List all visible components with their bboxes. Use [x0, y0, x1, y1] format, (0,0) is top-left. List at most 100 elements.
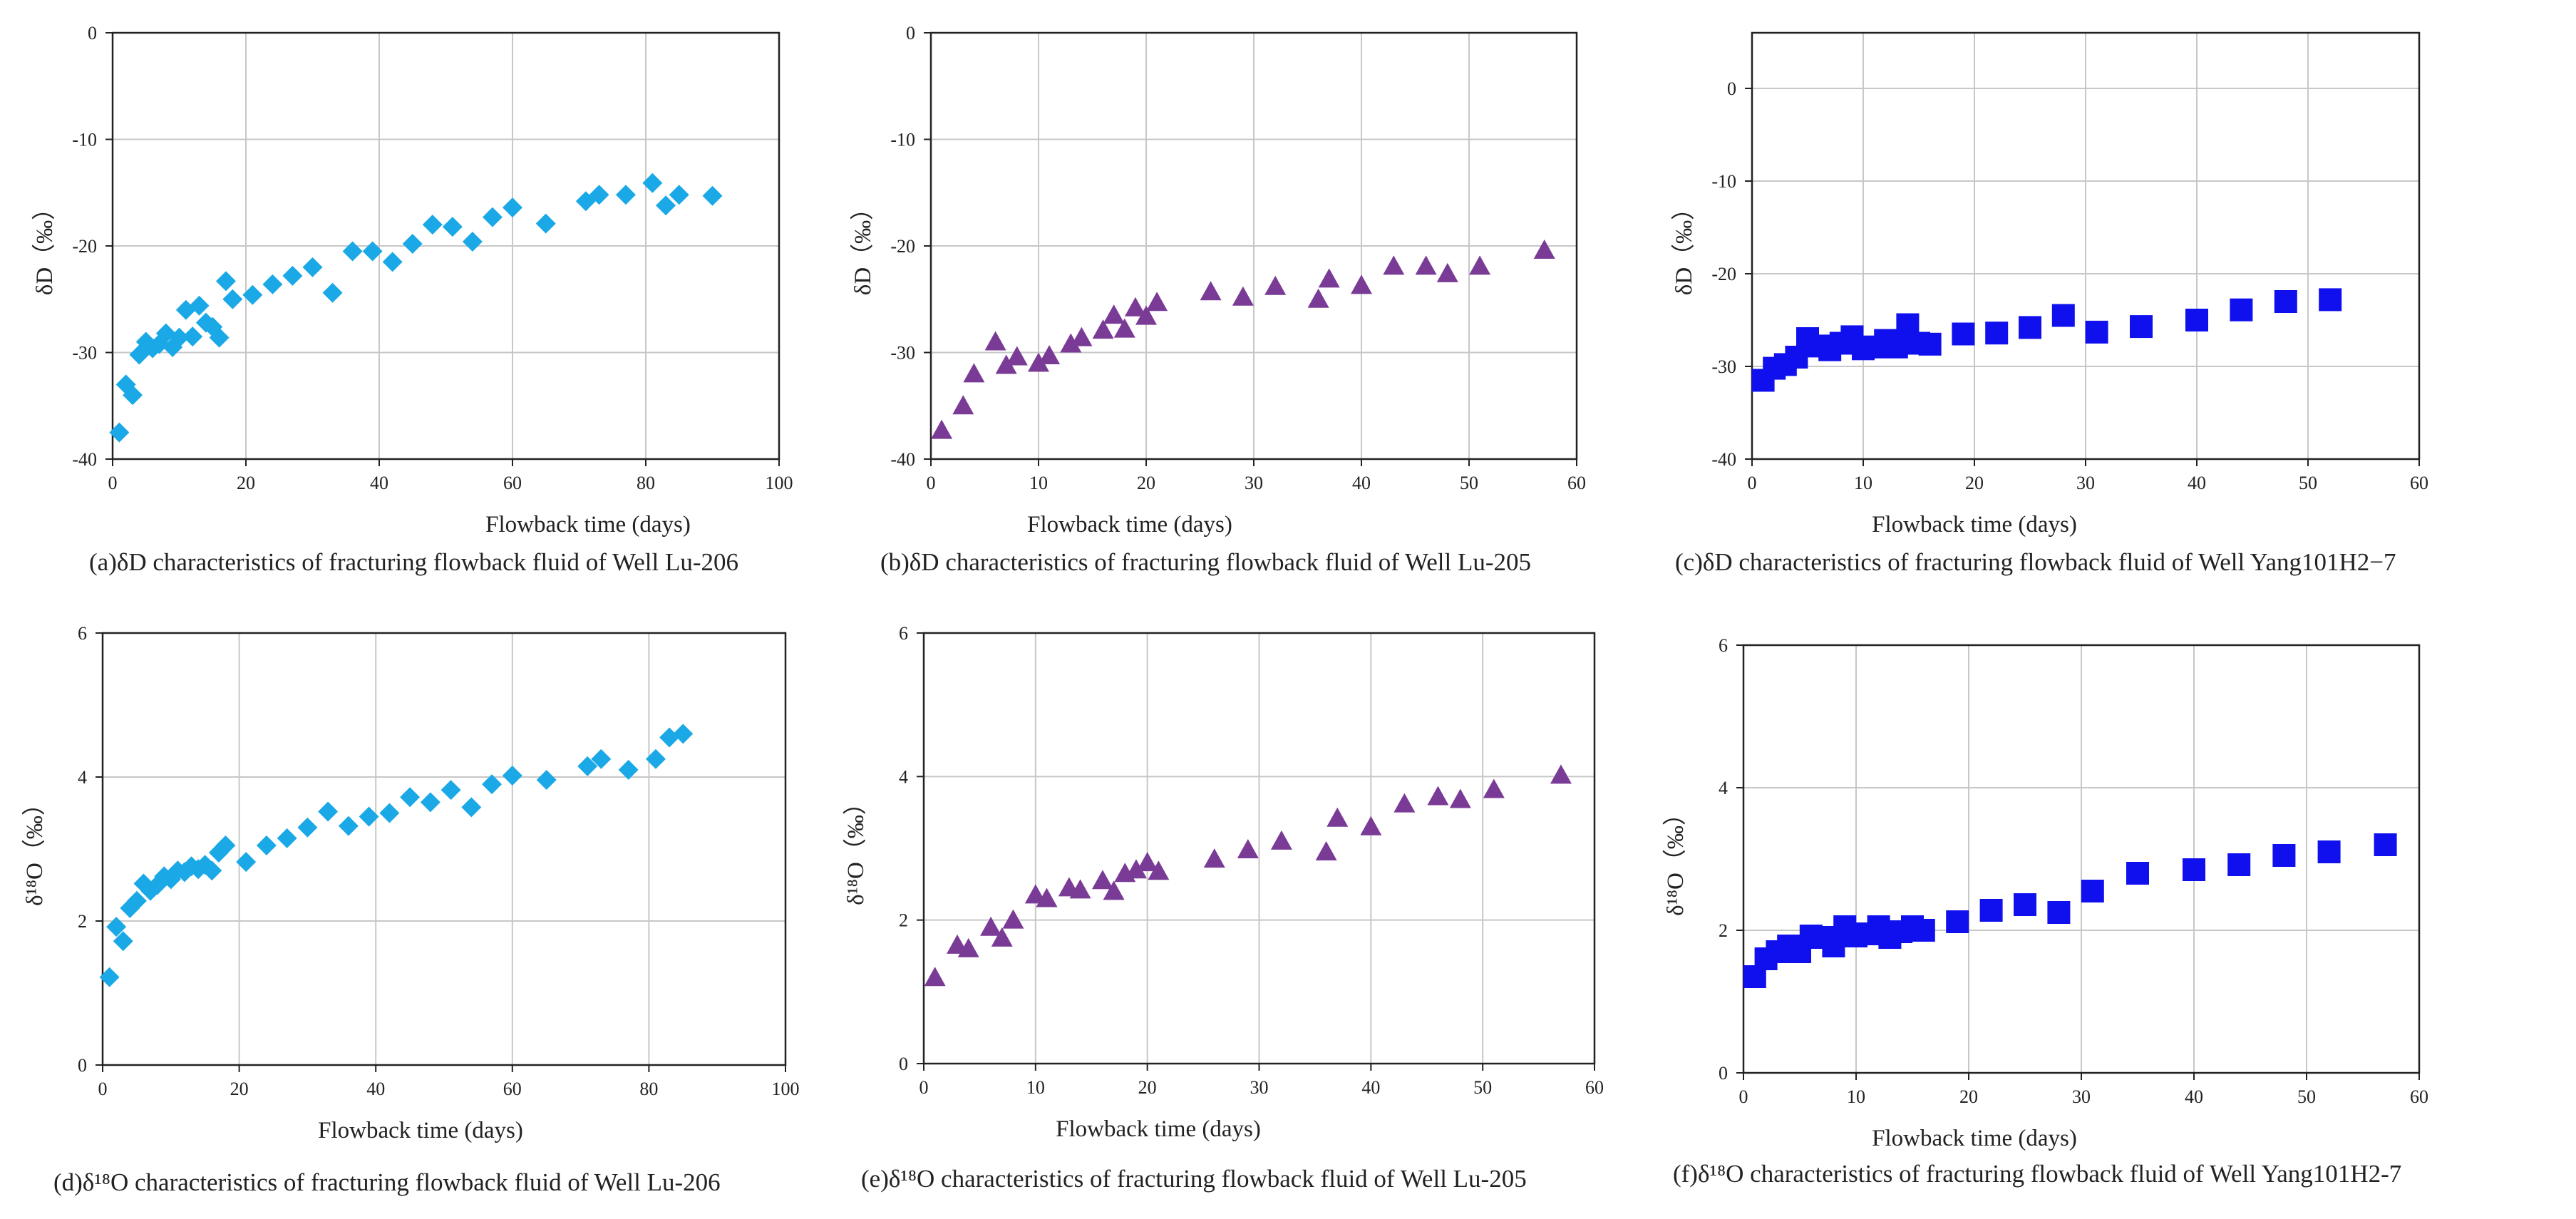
data-point	[2019, 316, 2041, 339]
x-tick-label: 10	[1854, 473, 1872, 493]
data-point	[931, 419, 953, 439]
y-axis-title: δ¹⁸O（‰）	[843, 791, 869, 905]
data-point	[1318, 268, 1340, 288]
data-point	[2051, 304, 2075, 327]
y-tick-label: 0	[899, 1054, 908, 1074]
chart-panel-b: 0 10 20 30 40 50 60 -40 -30 -20 -10 0 Flowback time …	[850, 23, 1586, 576]
data-point	[169, 327, 190, 348]
data-point	[991, 927, 1013, 947]
chart-panel-e: 0 10 20 30 40 50 60 0 2 4 6 Flowback time (days) δ¹⁸…	[843, 623, 1604, 1193]
data-point	[1071, 326, 1093, 346]
data-point	[963, 363, 985, 383]
data-point	[1415, 255, 1437, 275]
data-point	[952, 395, 974, 415]
x-tick-label: 100	[766, 473, 793, 493]
caption-b: (b)δD characteristics of fracturing flow…	[880, 548, 1531, 576]
caption-e: (e)δ¹⁸O characteristics of fracturing fl…	[861, 1165, 1527, 1193]
chart-panel-d: 0 20 40 60 80 100 0 2 4 6 Flowback time (days) δ¹⁸O…	[22, 623, 800, 1196]
data-point	[215, 835, 236, 855]
y-tick-label: -30	[1711, 356, 1736, 377]
data-series	[99, 724, 694, 987]
x-tick-label: 60	[2410, 1086, 2428, 1107]
x-tick-label: 100	[772, 1079, 800, 1099]
caption-a: (a)δD characteristics of fracturing flow…	[89, 548, 738, 576]
data-point	[535, 213, 556, 234]
y-tick-label: 4	[899, 766, 908, 787]
x-tick-label: 30	[1245, 473, 1263, 493]
y-axis-title: δD（‰）	[32, 197, 58, 295]
data-point	[462, 232, 483, 252]
data-point	[402, 234, 423, 254]
y-tick-label: 4	[1719, 778, 1728, 798]
data-point	[1146, 292, 1168, 312]
data-point	[182, 326, 203, 347]
data-point	[99, 967, 120, 987]
data-point	[2374, 833, 2397, 856]
data-point	[2130, 315, 2153, 339]
data-point	[2126, 862, 2149, 885]
data-point	[2317, 840, 2341, 863]
x-tick-label: 40	[2188, 473, 2206, 493]
data-point	[1393, 793, 1416, 813]
data-point	[1885, 335, 1908, 359]
data-point	[359, 806, 379, 827]
x-tick-label: 40	[1361, 1077, 1380, 1098]
data-point	[1113, 318, 1135, 338]
data-point	[441, 780, 461, 801]
y-tick-label: 6	[899, 623, 908, 644]
data-point	[1533, 239, 1555, 259]
data-point	[2185, 309, 2208, 331]
data-point	[1069, 879, 1091, 899]
data-point	[302, 257, 323, 277]
y-tick-label: 0	[78, 1055, 87, 1076]
x-tick-label: 30	[2072, 1086, 2091, 1107]
x-tick-label: 20	[1137, 473, 1155, 493]
y-axis-title: δ¹⁸O（‰）	[1663, 802, 1689, 916]
data-point	[645, 749, 666, 769]
data-point	[262, 274, 283, 294]
y-tick-label: -10	[72, 130, 97, 150]
y-tick-label: -40	[72, 449, 97, 470]
x-tick-label: 50	[2297, 1086, 2316, 1107]
data-point	[482, 207, 503, 227]
data-series	[1743, 833, 2397, 988]
data-point	[577, 756, 598, 776]
data-series	[924, 764, 1572, 987]
data-point	[2227, 853, 2251, 876]
data-point	[615, 185, 636, 205]
data-point	[673, 724, 694, 744]
data-point	[503, 197, 522, 218]
data-point	[1006, 346, 1028, 366]
y-tick-label: -20	[72, 236, 97, 257]
data-point	[1315, 841, 1337, 861]
x-tick-label: 60	[2410, 473, 2428, 493]
data-point	[1135, 305, 1157, 325]
y-tick-label: 6	[1719, 635, 1728, 656]
x-tick-label: 60	[503, 473, 522, 493]
data-point	[2319, 288, 2342, 312]
data-point	[318, 801, 339, 822]
data-point	[1232, 286, 1254, 306]
data-point	[1985, 322, 2009, 345]
data-series	[109, 173, 723, 443]
x-axis-title: Flowback time (days)	[1027, 512, 1232, 538]
data-point	[2081, 880, 2104, 902]
data-point	[322, 282, 343, 303]
x-tick-label: 40	[370, 473, 388, 493]
data-point	[222, 289, 243, 309]
data-point	[382, 252, 403, 272]
data-point	[236, 852, 257, 873]
data-point	[113, 931, 133, 952]
data-point	[536, 770, 557, 791]
data-point	[209, 327, 230, 348]
data-point	[109, 422, 130, 443]
data-point	[1436, 262, 1458, 282]
data-point	[1200, 281, 1222, 301]
y-tick-label: 4	[78, 767, 87, 788]
x-tick-label: 0	[919, 1077, 929, 1098]
data-point	[669, 185, 689, 205]
data-point	[215, 271, 236, 292]
x-tick-label: 50	[1460, 473, 1478, 493]
x-tick-label: 80	[639, 1079, 658, 1099]
data-point	[2014, 893, 2036, 916]
